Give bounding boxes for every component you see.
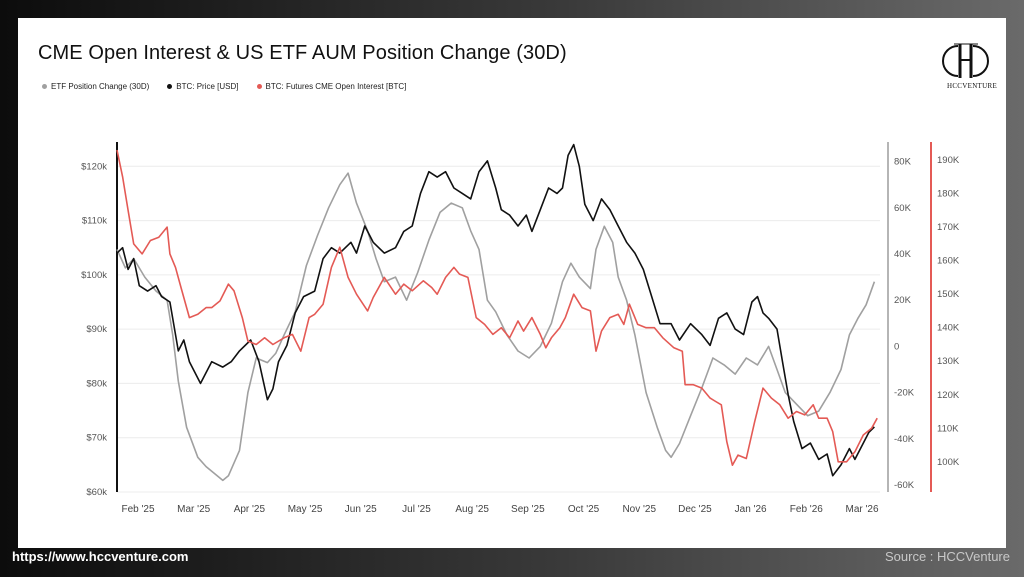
x-axis-tick: Feb '26	[790, 504, 823, 515]
left-axis-tick: $90k	[86, 324, 107, 335]
left-axis-tick: $120k	[81, 161, 107, 172]
legend: ETF Position Change (30D) BTC: Price [US…	[42, 82, 406, 91]
etf-axis-tick: 60K	[894, 203, 912, 214]
legend-dot-oi	[256, 84, 262, 89]
footer-url-link[interactable]: https://www.hccventure.com	[12, 549, 189, 564]
oi-axis-tick: 120K	[937, 390, 960, 401]
x-axis-tick: Jan '26	[735, 504, 767, 515]
x-axis-tick: May '25	[288, 504, 323, 515]
legend-dot-etf	[42, 84, 47, 89]
etf-axis-tick: 20K	[894, 295, 912, 306]
legend-dot-price	[167, 84, 173, 89]
x-axis-tick: Apr '25	[234, 504, 266, 515]
x-axis-tick: Sep '25	[511, 504, 545, 515]
x-axis-tick: Nov '25	[622, 504, 656, 515]
x-axis-tick: Feb '25	[121, 504, 154, 515]
hcc-monogram-icon	[942, 43, 989, 78]
left-axis-tick: $60k	[86, 487, 107, 498]
legend-label-oi: BTC: Futures CME Open Interest [BTC]	[265, 82, 407, 91]
oi-axis-tick: 130K	[937, 356, 960, 367]
left-axis-tick: $70k	[86, 433, 107, 444]
series-line-0	[116, 172, 876, 482]
oi-axis-tick: 180K	[937, 189, 960, 200]
x-axis-tick: Dec '25	[678, 504, 712, 515]
etf-axis-tick: -60K	[894, 480, 915, 491]
oi-axis-tick: 170K	[937, 222, 960, 233]
etf-axis-tick: 80K	[894, 157, 912, 168]
left-axis-tick: $110k	[82, 216, 107, 227]
left-axis-tick: $80k	[86, 378, 107, 389]
etf-axis-tick: -40K	[894, 434, 915, 445]
oi-axis-tick: 100K	[937, 457, 960, 468]
x-axis-tick: Mar '25	[177, 504, 210, 515]
oi-axis-tick: 140K	[937, 323, 960, 334]
hcc-logo: HCCVENTURE	[942, 42, 997, 90]
etf-axis-tick: 40K	[894, 249, 912, 260]
chart-card: CME Open Interest & US ETF AUM Position …	[18, 18, 1006, 548]
legend-label-price: BTC: Price [USD]	[176, 82, 239, 91]
legend-item-price: BTC: Price [USD]	[167, 82, 239, 91]
left-axis-tick: $100k	[81, 270, 107, 281]
oi-axis-tick: 190K	[937, 155, 960, 166]
footer-source: Source : HCCVenture	[884, 549, 1010, 564]
legend-item-oi: BTC: Futures CME Open Interest [BTC]	[256, 82, 407, 91]
logo-text: HCCVENTURE	[946, 82, 998, 90]
x-axis-tick: Aug '25	[455, 504, 489, 515]
series-line-2	[116, 149, 878, 466]
oi-axis-tick: 150K	[937, 289, 960, 300]
legend-item-etf: ETF Position Change (30D)	[42, 82, 149, 91]
oi-axis-tick: 160K	[937, 256, 960, 267]
series-line-1	[116, 143, 875, 477]
etf-axis-tick: -20K	[894, 388, 915, 399]
chart-title: CME Open Interest & US ETF AUM Position …	[38, 42, 567, 64]
oi-axis-tick: 110K	[937, 423, 959, 434]
etf-axis-tick: 0	[894, 341, 899, 352]
x-axis-tick: Jul '25	[402, 504, 431, 515]
x-axis-tick: Jun '25	[345, 504, 377, 515]
x-axis-tick: Mar '26	[845, 504, 878, 515]
legend-label-etf: ETF Position Change (30D)	[51, 82, 150, 91]
x-axis-tick: Oct '25	[568, 504, 600, 515]
